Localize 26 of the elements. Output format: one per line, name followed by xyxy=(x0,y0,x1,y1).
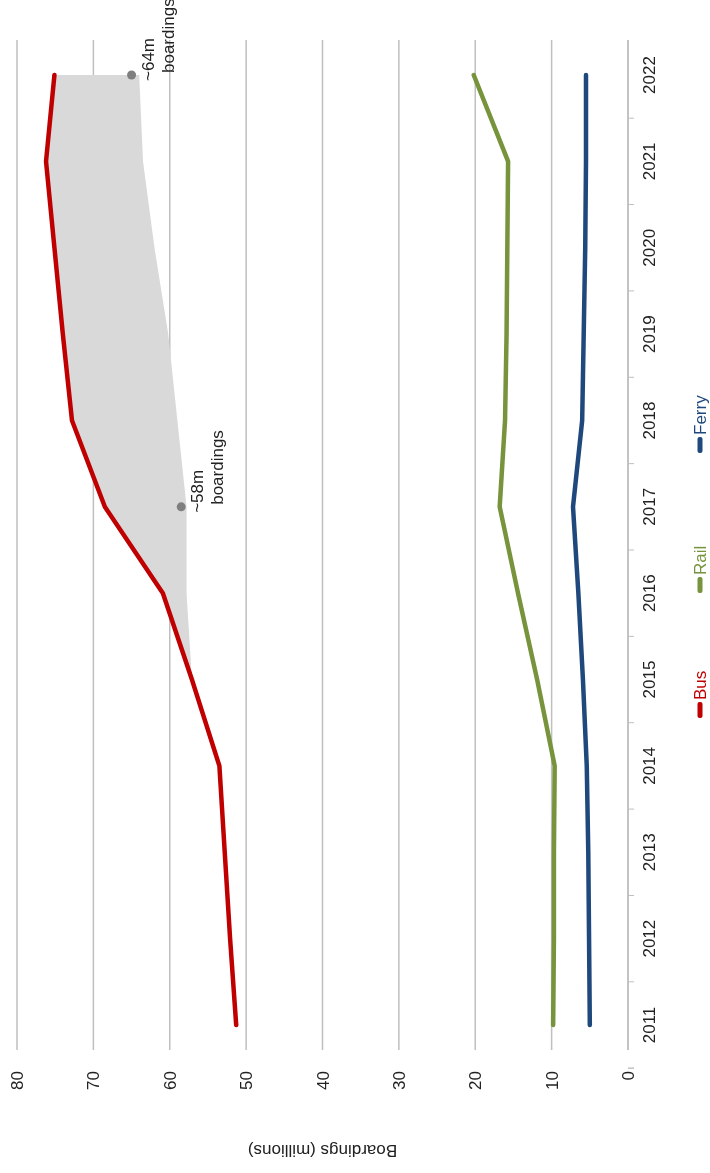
y-tick-label: 2016 xyxy=(640,574,659,613)
x-tick-label: 70 xyxy=(84,1071,104,1090)
text: Ferry xyxy=(691,394,710,435)
x-tick-label: 0 xyxy=(619,1071,638,1081)
x-tick-label: 60 xyxy=(160,1071,180,1090)
y-tick-label: 2011 xyxy=(640,1006,659,1044)
text: Bus xyxy=(691,670,710,700)
y-tick-label: 2013 xyxy=(640,833,659,872)
y-tick-label: 2015 xyxy=(640,660,659,699)
y-tick-label: 2022 xyxy=(640,56,659,94)
x-tick-label: 40 xyxy=(313,1071,333,1090)
x-axis-title: Boardings (millions) xyxy=(247,1141,398,1160)
x-tick-label: 10 xyxy=(542,1071,562,1090)
y-tick-label: 2017 xyxy=(640,487,659,526)
y-tick-label: 2018 xyxy=(640,401,659,440)
y-tick-label: 2012 xyxy=(640,919,659,958)
y-tick-label: 2014 xyxy=(640,746,659,785)
x-tick-label: 20 xyxy=(466,1071,486,1090)
y-tick-label: 2019 xyxy=(640,315,659,353)
annotation: ~58m boardings xyxy=(188,430,228,513)
y-tick-label: 2020 xyxy=(640,228,659,267)
y-tick-label: 2021 xyxy=(640,142,659,181)
text: Rail xyxy=(691,545,710,575)
x-tick-label: 50 xyxy=(237,1071,257,1090)
x-tick-label: 80 xyxy=(8,1071,27,1090)
x-tick-label: 30 xyxy=(389,1071,409,1090)
